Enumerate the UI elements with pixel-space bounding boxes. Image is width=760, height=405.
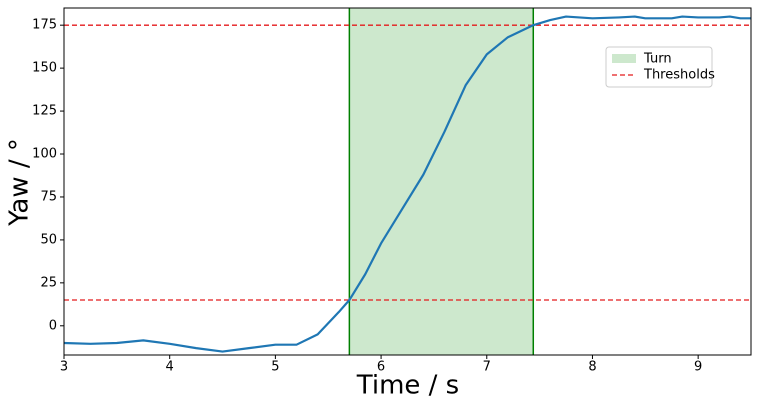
- y-tick-label: 100: [32, 147, 57, 162]
- y-axis-label: Yaw / °: [5, 138, 35, 227]
- x-tick-label: 6: [377, 360, 385, 375]
- x-tick-label: 7: [483, 360, 491, 375]
- yaw-line: [63, 15, 751, 353]
- legend-label: Turn: [643, 52, 672, 67]
- turn-span: [349, 8, 534, 355]
- legend-label: Thresholds: [643, 68, 715, 83]
- y-tick-label: 25: [40, 275, 57, 290]
- x-tick-label: 8: [588, 360, 596, 375]
- x-tick-label: 3: [60, 360, 68, 375]
- y-tick-label: 50: [40, 232, 57, 247]
- y-tick-label: 175: [32, 18, 57, 33]
- legend-box: [605, 46, 713, 88]
- legend-swatch: [612, 54, 636, 63]
- y-tick-label: 75: [40, 189, 57, 204]
- y-tick-label: 150: [32, 61, 57, 76]
- x-tick-label: 5: [271, 360, 279, 375]
- y-tick-label: 0: [49, 318, 57, 333]
- plot-frame: [63, 7, 752, 356]
- x-tick-label: 9: [694, 360, 702, 375]
- x-tick-label: 4: [166, 360, 174, 375]
- x-axis-label: Time / s: [356, 371, 459, 401]
- y-tick-label: 125: [32, 104, 57, 119]
